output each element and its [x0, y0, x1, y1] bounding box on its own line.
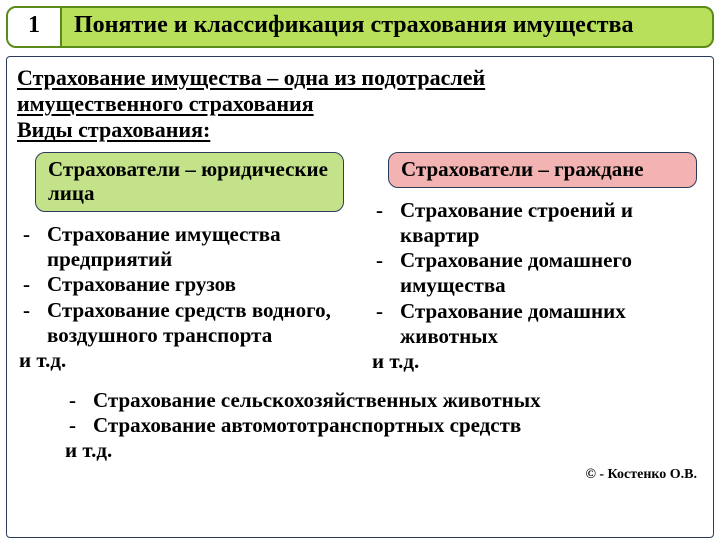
- list-item: -Страхование средств водного, воздушного…: [21, 298, 346, 348]
- intro-text: Страхование имущества – одна из подотрас…: [17, 65, 703, 144]
- etc-left: и т.д.: [17, 348, 350, 373]
- etc-bottom: и т.д.: [63, 438, 693, 463]
- column-left: Страхователи – юридические лица -Страхов…: [17, 152, 350, 374]
- columns: Страхователи – юридические лица -Страхов…: [17, 152, 703, 374]
- list-bottom: -Страхование сельскохозяйственных животн…: [63, 388, 693, 438]
- copyright: © - Костенко О.В.: [17, 467, 703, 483]
- etc-right: и т.д.: [370, 349, 703, 374]
- slide-number: 1: [8, 8, 62, 46]
- list-item-text: Страхование имущества предприятий: [47, 222, 346, 272]
- dash-icon: -: [21, 222, 47, 247]
- list-item-text: Страхование домашних животных: [400, 299, 699, 349]
- list-item-text: Страхование домашнего имущества: [400, 248, 699, 298]
- slide-body: Страхование имущества – одна из подотрас…: [6, 56, 714, 538]
- intro-line-3: Виды страхования:: [17, 117, 210, 142]
- dash-icon: -: [21, 298, 47, 323]
- list-item: -Страхование сельскохозяйственных животн…: [67, 388, 689, 413]
- list-item: -Страхование домашних животных: [374, 299, 699, 349]
- badge-citizens: Страхователи – граждане: [388, 152, 697, 188]
- intro-line-1: Страхование имущества – одна из подотрас…: [17, 65, 485, 90]
- dash-icon: -: [374, 198, 400, 223]
- list-item: -Страхование домашнего имущества: [374, 248, 699, 298]
- list-item-text: Страхование грузов: [47, 272, 346, 297]
- list-item-text: Страхование сельскохозяйственных животны…: [93, 388, 689, 413]
- list-item: -Страхование грузов: [21, 272, 346, 297]
- list-item-text: Страхование средств водного, воздушного …: [47, 298, 346, 348]
- dash-icon: -: [67, 413, 93, 438]
- column-right: Страхователи – граждане -Страхование стр…: [370, 152, 703, 374]
- list-left: -Страхование имущества предприятий -Стра…: [17, 222, 350, 348]
- slide-title: Понятие и классификация страхования имущ…: [62, 8, 712, 46]
- slide-header: 1 Понятие и классификация страхования им…: [6, 6, 714, 48]
- list-item: -Страхование имущества предприятий: [21, 222, 346, 272]
- intro-line-2: имущественного страхования: [17, 91, 314, 116]
- list-item: -Страхование строений и квартир: [374, 198, 699, 248]
- list-item: -Страхование автомототранспортных средст…: [67, 413, 689, 438]
- dash-icon: -: [374, 248, 400, 273]
- dash-icon: -: [374, 299, 400, 324]
- dash-icon: -: [21, 272, 47, 297]
- slide: 1 Понятие и классификация страхования им…: [0, 0, 720, 540]
- dash-icon: -: [67, 388, 93, 413]
- list-right: -Страхование строений и квартир -Страхов…: [370, 198, 703, 349]
- bottom-block: -Страхование сельскохозяйственных животн…: [17, 388, 703, 463]
- list-item-text: Страхование автомототранспортных средств: [93, 413, 689, 438]
- badge-legal-entities: Страхователи – юридические лица: [35, 152, 344, 212]
- list-item-text: Страхование строений и квартир: [400, 198, 699, 248]
